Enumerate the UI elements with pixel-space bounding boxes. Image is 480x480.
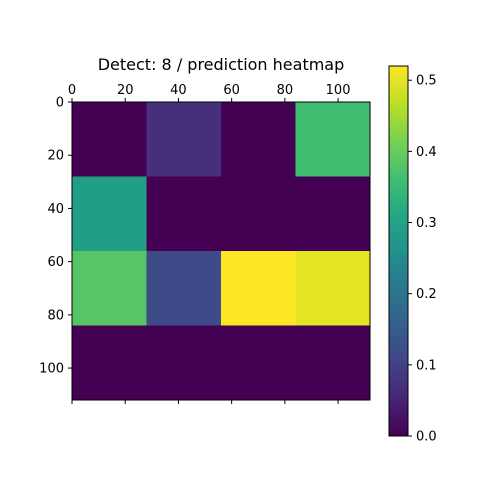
colorbar-tick-label: 0.0	[416, 430, 437, 445]
colorbar-gradient	[389, 66, 408, 436]
x-tick-label: 80	[277, 83, 294, 98]
y-tick-label: 60	[47, 255, 64, 270]
x-axis: 0 20 40 60 80 100	[68, 83, 351, 404]
colorbar-tick-label: 0.2	[416, 287, 437, 302]
colorbar-tick-label: 0.1	[416, 358, 437, 373]
y-axis: 0 20 40 60 80 100	[39, 96, 72, 377]
heatmap-cell	[72, 325, 147, 401]
heatmap-cells	[72, 102, 371, 401]
y-tick-label: 40	[47, 202, 64, 217]
y-tick-label: 80	[47, 308, 64, 323]
heatmap-cell	[221, 102, 296, 177]
colorbar-frame	[388, 65, 409, 437]
heatmap-cell	[146, 251, 222, 326]
colorbar-tick-label: 0.4	[416, 145, 437, 160]
x-tick-label: 0	[68, 83, 76, 98]
heatmap-cell	[221, 176, 296, 252]
heatmap-cell	[72, 176, 147, 252]
heatmap-cell	[221, 251, 296, 326]
colorbar-axis: 0.0 0.1 0.2 0.3 0.4 0.5	[408, 74, 437, 445]
plot-frame	[71, 101, 371, 401]
x-tick-label: 100	[326, 83, 351, 98]
heatmap-cell	[295, 176, 371, 252]
heatmap-cell	[221, 325, 296, 401]
heatmap-cell	[295, 325, 371, 401]
heatmap-cell	[146, 176, 222, 252]
x-tick-label: 60	[223, 83, 240, 98]
heatmap-cell	[72, 251, 147, 326]
heatmap-cell	[72, 102, 147, 177]
colorbar-tick-label: 0.3	[416, 216, 437, 231]
heatmap-cell	[295, 102, 371, 177]
x-tick-label: 20	[117, 83, 134, 98]
x-tick-label: 40	[170, 83, 187, 98]
colorbar-tick-label: 0.5	[416, 74, 437, 89]
y-tick-label: 100	[39, 362, 64, 377]
heatmap-cell	[295, 251, 371, 326]
heatmap-cell	[146, 325, 222, 401]
chart-title: Detect: 8 / prediction heatmap	[98, 55, 345, 74]
y-tick-label: 20	[47, 149, 64, 164]
y-tick-label: 0	[56, 96, 64, 111]
heatmap-cell	[146, 102, 222, 177]
